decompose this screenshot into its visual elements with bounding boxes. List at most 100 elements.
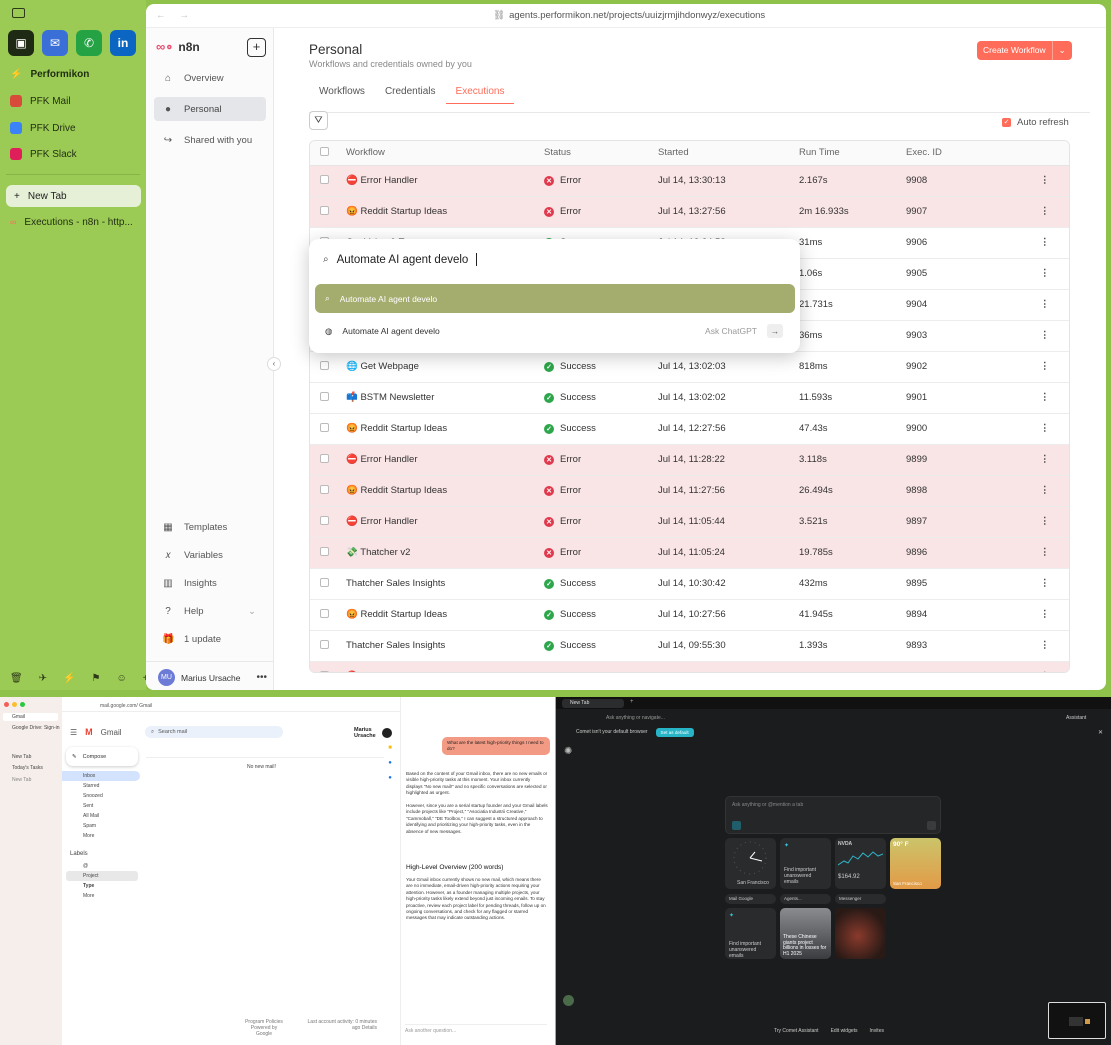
emails-widget[interactable]: ✦ Find important unanswered emails bbox=[780, 838, 831, 889]
folder-all-mail[interactable]: All Mail bbox=[83, 813, 100, 819]
avatar[interactable] bbox=[382, 728, 392, 738]
suggestion-search[interactable]: ⌕ Automate AI agent develo bbox=[315, 284, 795, 313]
shortcut-messenger[interactable]: Messenger bbox=[835, 894, 886, 904]
nav-insights[interactable]: ▥ Insights bbox=[163, 577, 217, 589]
row-checkbox[interactable] bbox=[320, 484, 329, 494]
gmail-url[interactable]: mail.google.com/ Gmail bbox=[100, 703, 153, 709]
folder-more[interactable]: More bbox=[83, 833, 95, 839]
more-icon[interactable]: ••• bbox=[256, 672, 268, 683]
emails-widget-2[interactable]: ✦ Find important unanswered emails bbox=[725, 908, 776, 959]
row-checkbox[interactable] bbox=[320, 546, 329, 556]
workflow-cell[interactable]: ⛔ Error Handler bbox=[346, 506, 544, 538]
collapse-sidebar-button[interactable]: ‹ bbox=[267, 357, 281, 371]
tab-newtab[interactable]: New Tab bbox=[12, 754, 32, 760]
ask-input[interactable]: Ask another question... bbox=[405, 1024, 547, 1036]
row-checkbox[interactable] bbox=[320, 391, 329, 401]
maximize-dot[interactable] bbox=[20, 702, 25, 707]
workflow-cell[interactable]: 📫 BSTM Newsletter bbox=[346, 382, 544, 414]
table-row[interactable]: 😡 Reddit Startup Ideas ✕ Error Jul 14, 13:2… bbox=[310, 196, 1069, 228]
workflow-cell[interactable]: 😡 Reddit Startup Ideas bbox=[346, 196, 544, 228]
plane-icon[interactable]: ✈ bbox=[38, 673, 48, 684]
table-row[interactable]: Thatcher Sales Insights ✓ Success Jul 14, 1… bbox=[310, 568, 1069, 600]
invites-link[interactable]: Invites bbox=[869, 1028, 884, 1034]
col-runtime[interactable]: Run Time bbox=[799, 141, 906, 166]
search-mode-icon[interactable] bbox=[732, 821, 741, 830]
table-row[interactable]: 😡 Reddit Startup Ideas ✓ Success Jul 14, 10… bbox=[310, 599, 1069, 631]
news-widget[interactable]: These Chinese giants project billions in… bbox=[780, 908, 831, 959]
tab-gmail[interactable]: Gmail bbox=[12, 714, 26, 720]
more-vertical-icon[interactable]: ⋮ bbox=[1040, 671, 1050, 672]
col-exec-id[interactable]: Exec. ID bbox=[906, 141, 1040, 166]
close-icon[interactable]: ✕ bbox=[1097, 729, 1103, 736]
add-tab-icon[interactable]: + bbox=[143, 673, 149, 684]
face-icon[interactable]: ☺ bbox=[116, 673, 127, 684]
checkbox-icon[interactable]: ✓ bbox=[1002, 118, 1011, 127]
more-vertical-icon[interactable]: ⋮ bbox=[1040, 299, 1050, 310]
row-checkbox[interactable] bbox=[320, 205, 329, 215]
submit-icon[interactable] bbox=[927, 821, 936, 830]
chevron-down-icon[interactable]: ⌄ bbox=[1051, 41, 1072, 60]
nav-personal[interactable]: ● Personal bbox=[154, 97, 266, 121]
sidebar-tab-pfk-drive[interactable]: PFK Drive bbox=[0, 116, 76, 140]
workflow-cell[interactable]: 😡 Reddit Startup Ideas bbox=[346, 599, 544, 631]
forward-icon[interactable]: → bbox=[179, 10, 190, 21]
window-thumbnail[interactable] bbox=[1048, 1002, 1106, 1039]
tab-workflows[interactable]: Workflows bbox=[319, 86, 365, 97]
row-checkbox[interactable] bbox=[320, 670, 329, 672]
table-row[interactable]: 😡 Reddit Startup Ideas ✓ Success Jul 14, 12… bbox=[310, 413, 1069, 445]
create-workflow-button[interactable]: Create Workflow ⌄ bbox=[977, 41, 1072, 60]
more-vertical-icon[interactable]: ⋮ bbox=[1040, 330, 1050, 341]
workflow-cell[interactable]: 😡 Reddit Startup Ideas bbox=[346, 475, 544, 507]
sidebar-tab-new-tab[interactable]: + New Tab bbox=[6, 185, 141, 207]
assistant-button[interactable]: Assistant bbox=[1066, 715, 1087, 721]
more-vertical-icon[interactable]: ⋮ bbox=[1040, 454, 1050, 465]
compose-button[interactable]: ✎ Compose bbox=[66, 747, 138, 766]
add-button[interactable]: + bbox=[247, 38, 266, 57]
comet-ask-box[interactable]: Ask anything or @mention a tab bbox=[725, 796, 941, 834]
search-input[interactable]: ⌕ Automate AI agent develo bbox=[323, 253, 478, 266]
nav-update[interactable]: 🎁 1 update bbox=[162, 633, 221, 645]
folder-inbox[interactable]: Inbox bbox=[62, 771, 140, 781]
table-row[interactable]: ⛔ Error Handler✕Error Jul 14, 09:31:132.0… bbox=[310, 661, 1069, 672]
nav-help[interactable]: ? Help ⌄ bbox=[154, 599, 266, 623]
label-item[interactable]: @ bbox=[83, 863, 89, 869]
label-item[interactable]: Project bbox=[66, 871, 138, 881]
bolt-icon[interactable]: ⚡ bbox=[63, 673, 76, 684]
select-all-checkbox[interactable] bbox=[320, 146, 329, 156]
user-menu[interactable]: MU Marius Ursache ••• bbox=[158, 669, 267, 686]
keep-icon[interactable]: ■ bbox=[388, 745, 392, 751]
row-checkbox[interactable] bbox=[320, 608, 329, 618]
workflow-cell[interactable]: 🌐 Get Webpage bbox=[346, 351, 544, 383]
row-checkbox[interactable] bbox=[320, 422, 329, 432]
gmail-search-input[interactable]: ⌕ Search mail bbox=[145, 726, 283, 738]
linkedin-icon[interactable]: in bbox=[110, 30, 136, 56]
nav-shared[interactable]: ↪ Shared with you bbox=[163, 134, 253, 146]
comet-address[interactable]: Ask anything or navigate... bbox=[606, 715, 665, 721]
tab-tasks[interactable]: Today's Tasks bbox=[12, 765, 43, 771]
shortcut-mail[interactable]: Mail Google bbox=[725, 894, 776, 904]
back-icon[interactable]: ← bbox=[156, 10, 166, 21]
col-status[interactable]: Status bbox=[544, 141, 658, 166]
more-vertical-icon[interactable]: ⋮ bbox=[1040, 578, 1050, 589]
more-vertical-icon[interactable]: ⋮ bbox=[1040, 640, 1050, 651]
more-vertical-icon[interactable]: ⋮ bbox=[1040, 547, 1050, 558]
more-vertical-icon[interactable]: ⋮ bbox=[1040, 392, 1050, 403]
folder-spam[interactable]: Spam bbox=[83, 823, 97, 829]
table-row[interactable]: 🌐 Get Webpage ✓ Success Jul 14, 13:02:03 818… bbox=[310, 351, 1069, 383]
more-vertical-icon[interactable]: ⋮ bbox=[1040, 175, 1050, 186]
sidebar-tab-pfk-mail[interactable]: PFK Mail bbox=[0, 89, 71, 113]
messenger-icon[interactable]: ✉ bbox=[42, 30, 68, 56]
tasks-icon[interactable]: ● bbox=[388, 760, 392, 766]
n8n-logo[interactable]: ∞∘ n8n bbox=[156, 39, 200, 54]
suggestion-ask-chatgpt[interactable]: ◍ Automate AI agent develo Ask ChatGPT → bbox=[315, 317, 795, 345]
more-vertical-icon[interactable]: ⋮ bbox=[1040, 237, 1050, 248]
flag-icon[interactable]: ⚑ bbox=[91, 673, 101, 684]
more-vertical-icon[interactable]: ⋮ bbox=[1040, 268, 1050, 279]
label-item[interactable]: More bbox=[83, 893, 95, 899]
workflow-cell[interactable]: 💸 Thatcher v2 bbox=[346, 537, 544, 569]
row-checkbox[interactable] bbox=[320, 360, 329, 370]
trash-icon[interactable]: 🗑 bbox=[10, 673, 23, 684]
close-dot[interactable] bbox=[4, 702, 9, 707]
edit-widgets-link[interactable]: Edit widgets bbox=[830, 1028, 858, 1034]
folder-starred[interactable]: Starred bbox=[83, 783, 100, 789]
